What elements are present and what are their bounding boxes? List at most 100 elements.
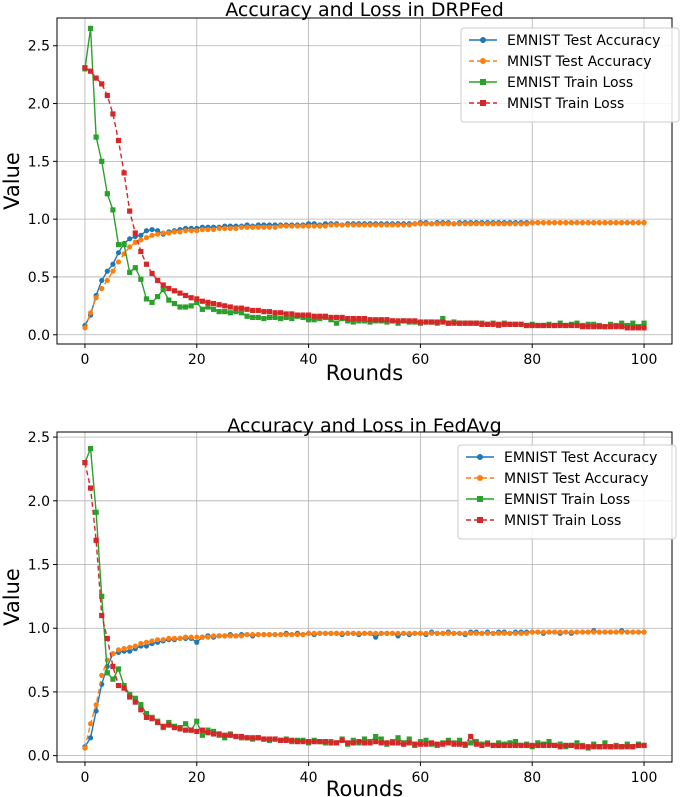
data-point xyxy=(417,741,424,747)
data-point xyxy=(535,629,541,635)
data-point xyxy=(250,224,256,230)
x-tick-label: 20 xyxy=(188,352,206,368)
data-point xyxy=(294,739,301,745)
data-point xyxy=(300,739,306,745)
data-point xyxy=(529,322,535,329)
data-point xyxy=(462,741,468,747)
data-point xyxy=(635,629,642,635)
data-point xyxy=(641,320,647,326)
data-point xyxy=(155,294,161,300)
data-point xyxy=(138,232,144,238)
data-point xyxy=(373,630,379,636)
y-tick-label: 2.5 xyxy=(28,430,50,446)
data-point xyxy=(339,222,345,228)
data-point xyxy=(445,740,451,746)
y-tick-label: 0.5 xyxy=(28,270,50,286)
data-point xyxy=(641,220,647,226)
data-point xyxy=(155,719,161,726)
data-point xyxy=(350,315,356,322)
data-point xyxy=(546,739,552,745)
data-point xyxy=(484,630,491,636)
data-point xyxy=(210,226,217,233)
x-tick-label: 0 xyxy=(80,770,89,786)
data-point xyxy=(579,220,586,226)
data-point xyxy=(233,733,239,740)
data-point xyxy=(540,322,547,329)
data-point xyxy=(289,631,295,638)
data-point xyxy=(166,297,172,303)
data-point xyxy=(496,742,502,749)
legend: EMNIST Test Accuracy MNIST Test Accuracy E… xyxy=(457,444,677,540)
data-point xyxy=(222,225,228,231)
data-point xyxy=(82,745,88,751)
data-point xyxy=(551,220,558,226)
data-point xyxy=(361,315,368,322)
data-point xyxy=(574,629,580,635)
data-point xyxy=(216,309,222,315)
data-point xyxy=(412,221,418,227)
data-point xyxy=(479,321,485,327)
data-point xyxy=(630,320,636,326)
data-point xyxy=(115,250,122,256)
data-point xyxy=(630,744,636,750)
legend-swatch-marker xyxy=(477,475,483,481)
data-point xyxy=(222,732,228,738)
legend-swatch-marker xyxy=(480,37,486,43)
data-point xyxy=(266,631,273,638)
data-point xyxy=(205,634,211,640)
data-point xyxy=(563,220,569,226)
data-point xyxy=(440,221,446,227)
data-point xyxy=(149,232,155,238)
data-point xyxy=(401,222,407,228)
data-point xyxy=(401,318,407,324)
data-point xyxy=(384,317,390,323)
data-point xyxy=(283,737,289,743)
data-point xyxy=(524,221,530,227)
data-point xyxy=(149,270,155,277)
data-point xyxy=(373,222,379,228)
data-point xyxy=(490,630,496,636)
data-point xyxy=(445,320,451,326)
data-point xyxy=(305,223,312,229)
data-point xyxy=(345,740,351,746)
data-point xyxy=(110,651,116,657)
data-point xyxy=(423,319,429,325)
data-point xyxy=(395,222,401,228)
data-point xyxy=(389,222,396,228)
data-point xyxy=(177,304,183,310)
data-point xyxy=(99,672,105,678)
y-tick-label: 0.0 xyxy=(28,749,50,765)
data-point xyxy=(630,629,636,635)
data-point xyxy=(294,223,301,229)
data-point xyxy=(350,319,356,325)
data-point xyxy=(328,222,334,228)
data-point xyxy=(378,317,384,323)
data-point xyxy=(512,742,519,749)
data-point xyxy=(619,324,625,330)
data-point xyxy=(484,741,491,747)
data-point xyxy=(468,740,474,746)
data-point xyxy=(356,739,362,745)
data-point xyxy=(585,324,591,330)
data-point xyxy=(104,268,110,274)
data-point xyxy=(311,317,317,323)
data-point xyxy=(361,222,368,228)
data-point xyxy=(557,220,563,226)
legend-label: MNIST Train Loss xyxy=(507,96,624,112)
x-tick-label: 100 xyxy=(631,352,658,368)
data-point xyxy=(182,304,189,310)
data-point xyxy=(250,631,256,638)
data-point xyxy=(238,633,245,639)
data-point xyxy=(300,223,306,229)
x-tick-label: 40 xyxy=(300,770,318,786)
data-point xyxy=(445,221,451,227)
data-point xyxy=(182,228,189,234)
data-point xyxy=(266,224,273,230)
data-point xyxy=(166,635,172,642)
data-point xyxy=(373,733,379,740)
data-point xyxy=(127,236,133,242)
data-point xyxy=(602,220,608,226)
y-tick-label: 1.5 xyxy=(28,558,50,574)
data-point xyxy=(406,222,412,228)
data-point xyxy=(87,68,94,74)
